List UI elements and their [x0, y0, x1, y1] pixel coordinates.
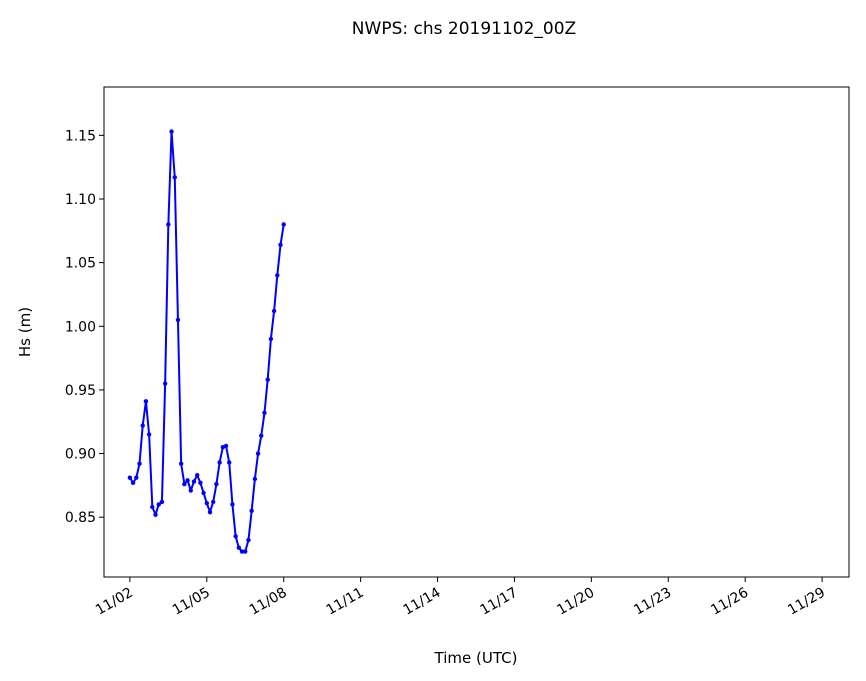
data-point: [268, 336, 274, 342]
data-point: [198, 480, 203, 486]
data-point: [227, 460, 232, 465]
y-tick-label: 0.90: [65, 447, 96, 463]
data-point: [127, 475, 133, 480]
data-point: [214, 481, 219, 487]
data-point: [246, 537, 251, 543]
data-point: [239, 549, 245, 554]
data-point: [278, 242, 283, 248]
data-point: [236, 545, 242, 550]
data-point: [188, 488, 193, 493]
data-point: [243, 549, 248, 554]
y-tick-label: 1.00: [65, 319, 96, 335]
data-point: [156, 502, 161, 507]
data-point: [211, 499, 216, 505]
data-point: [281, 222, 286, 227]
data-point: [130, 480, 136, 486]
y-tick-label: 1.05: [65, 256, 96, 272]
data-point: [265, 377, 270, 382]
data-point: [150, 504, 155, 510]
data-point: [191, 479, 197, 484]
data-point: [185, 478, 190, 483]
x-tick-label: 11/23: [631, 585, 674, 619]
plot-frame: [103, 86, 850, 578]
y-tick-label: 0.85: [65, 510, 96, 526]
data-point: [201, 490, 206, 496]
data-point: [207, 509, 213, 515]
data-point: [175, 317, 181, 323]
data-point: [259, 433, 264, 438]
data-point: [143, 399, 149, 404]
data-point: [146, 432, 152, 437]
x-tick-label: 11/17: [477, 585, 520, 619]
data-point: [217, 460, 222, 465]
x-tick-label: 11/14: [401, 585, 444, 619]
data-point: [252, 476, 258, 482]
data-point: [134, 475, 139, 480]
chart-title: NWPS: chs 20191102_00Z: [352, 19, 576, 39]
data-point: [271, 308, 277, 314]
data-point: [230, 502, 235, 507]
x-axis-label: Time (UTC): [434, 649, 518, 667]
data-point: [182, 481, 187, 487]
y-tick-label: 1.15: [65, 128, 96, 144]
x-tick-label: 11/02: [93, 585, 136, 619]
data-point: [204, 500, 210, 506]
data-point: [233, 534, 238, 539]
y-tick-label: 0.95: [65, 383, 96, 399]
data-point: [140, 423, 145, 428]
x-tick-label: 11/11: [324, 585, 367, 619]
x-tick-label: 11/26: [708, 585, 751, 619]
data-point: [178, 461, 184, 466]
data-point: [262, 410, 267, 416]
data-point: [255, 451, 261, 456]
data-point: [162, 381, 168, 386]
x-tick-label: 11/29: [785, 585, 828, 619]
data-point: [275, 273, 280, 278]
data-point: [249, 508, 254, 514]
data-line: [129, 131, 285, 553]
data-point: [194, 472, 200, 478]
x-tick-label: 11/08: [247, 585, 290, 619]
data-point: [153, 512, 158, 517]
data-point: [166, 222, 171, 227]
data-point: [223, 443, 229, 449]
data-point: [137, 461, 142, 466]
x-tick-label: 11/05: [170, 585, 213, 619]
y-tick-label: 1.10: [65, 192, 96, 208]
data-point: [172, 175, 177, 180]
data-point: [159, 499, 165, 505]
data-point: [169, 129, 174, 134]
x-tick-label: 11/20: [554, 585, 597, 619]
y-axis-label: Hs (m): [16, 307, 34, 357]
